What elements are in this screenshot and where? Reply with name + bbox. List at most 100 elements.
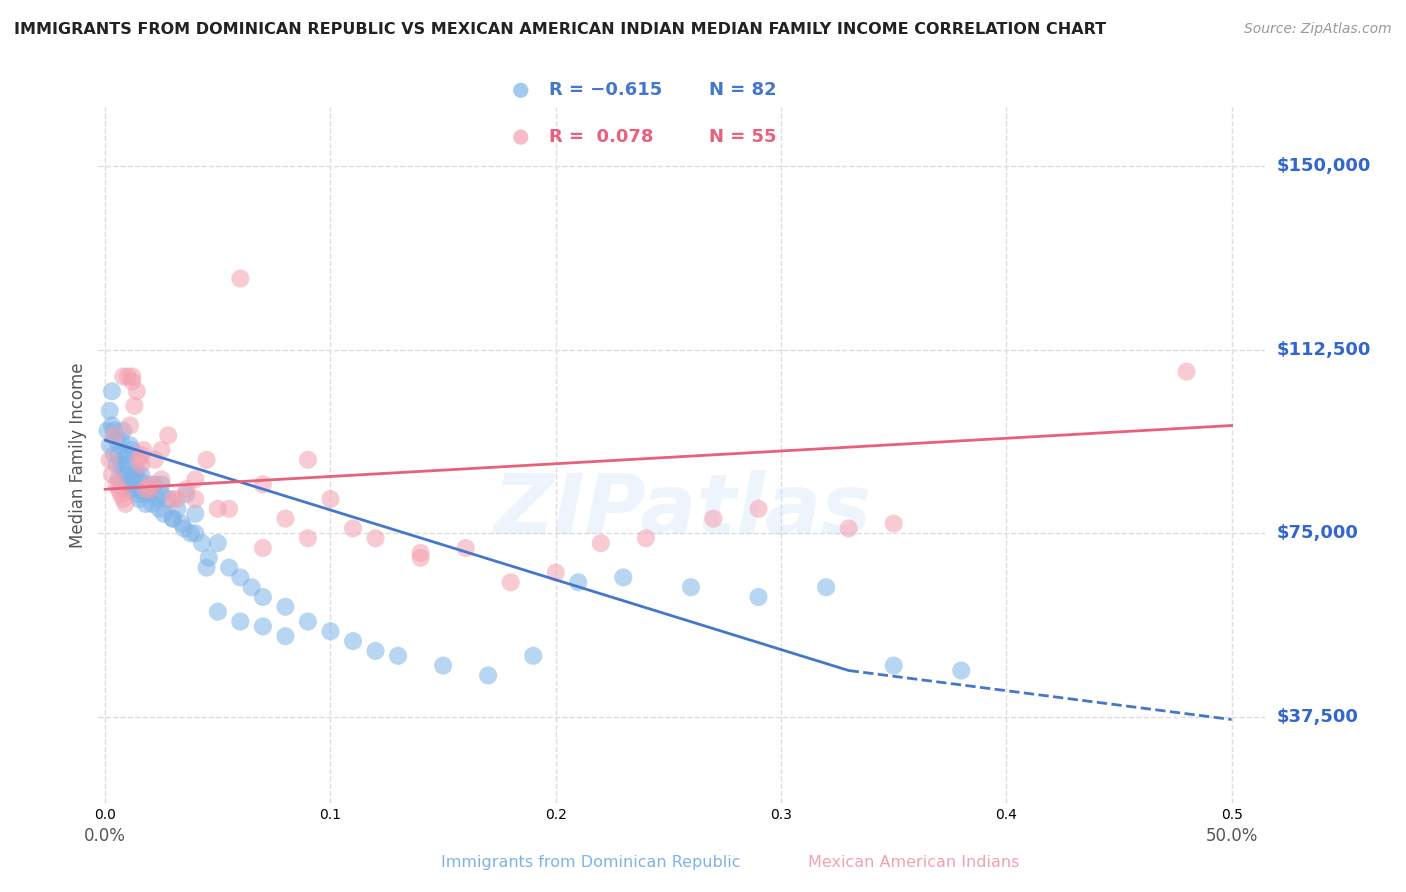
Point xyxy=(184,491,207,506)
Text: IMMIGRANTS FROM DOMINICAN REPUBLIC VS MEXICAN AMERICAN INDIAN MEDIAN FAMILY INCO: IMMIGRANTS FROM DOMINICAN REPUBLIC VS ME… xyxy=(14,22,1107,37)
Point xyxy=(180,526,202,541)
Point xyxy=(815,580,838,594)
Point xyxy=(297,615,319,629)
Point xyxy=(883,516,905,531)
Point xyxy=(522,648,544,663)
Point xyxy=(143,477,166,491)
Point xyxy=(146,491,169,506)
Text: 50.0%: 50.0% xyxy=(1205,827,1258,846)
Point xyxy=(135,482,157,496)
Point xyxy=(184,507,207,521)
Point xyxy=(387,648,409,663)
Point xyxy=(364,644,387,658)
Point xyxy=(110,434,132,448)
Point xyxy=(157,491,180,506)
Point xyxy=(98,452,121,467)
Point xyxy=(240,580,263,594)
Point xyxy=(297,531,319,545)
Point xyxy=(105,477,128,491)
Point xyxy=(184,526,207,541)
Point xyxy=(124,482,146,496)
Point xyxy=(454,541,477,555)
Point xyxy=(101,384,124,399)
Point xyxy=(129,467,152,482)
Point xyxy=(477,668,499,682)
Point xyxy=(198,550,221,565)
Point xyxy=(157,428,180,442)
Point xyxy=(342,521,364,535)
Point xyxy=(162,491,184,506)
Point xyxy=(141,497,163,511)
Point xyxy=(509,130,531,145)
Point xyxy=(170,516,193,531)
Point xyxy=(98,438,121,452)
Point xyxy=(118,438,141,452)
Point xyxy=(207,605,229,619)
Point xyxy=(105,458,128,472)
Point xyxy=(121,375,143,389)
Point xyxy=(162,511,184,525)
Point xyxy=(132,443,155,458)
Point xyxy=(195,452,218,467)
Point xyxy=(128,452,150,467)
Point xyxy=(883,658,905,673)
Point xyxy=(274,599,297,614)
Point xyxy=(544,566,567,580)
Text: 0.0%: 0.0% xyxy=(84,827,127,846)
Point xyxy=(129,482,152,496)
Text: R = −0.615: R = −0.615 xyxy=(548,81,662,99)
Point xyxy=(107,448,129,462)
Point xyxy=(105,434,128,448)
Point xyxy=(166,491,188,506)
Point xyxy=(174,487,197,501)
Point xyxy=(229,570,252,584)
Point xyxy=(173,521,195,535)
Point xyxy=(124,467,146,482)
Point xyxy=(117,369,139,384)
Point xyxy=(218,560,240,574)
Point xyxy=(121,472,143,486)
Point xyxy=(139,477,162,491)
Text: Immigrants from Dominican Republic: Immigrants from Dominican Republic xyxy=(440,855,741,870)
Point xyxy=(150,487,173,501)
Point xyxy=(747,590,769,604)
Point xyxy=(162,511,184,525)
Text: ZIPatlas: ZIPatlas xyxy=(494,470,870,551)
Point xyxy=(567,575,589,590)
Point xyxy=(150,443,173,458)
Point xyxy=(297,452,319,467)
Point xyxy=(112,424,135,438)
Point xyxy=(218,501,240,516)
Point xyxy=(129,448,152,462)
Y-axis label: Median Family Income: Median Family Income xyxy=(69,362,87,548)
Point xyxy=(112,369,135,384)
Point xyxy=(191,536,214,550)
Point xyxy=(166,501,188,516)
Point xyxy=(143,452,166,467)
Point xyxy=(114,467,136,482)
Text: $112,500: $112,500 xyxy=(1277,341,1371,359)
Point xyxy=(679,580,702,594)
Point xyxy=(148,501,170,516)
Point xyxy=(110,487,132,501)
Point xyxy=(152,507,174,521)
Point xyxy=(135,497,157,511)
Point xyxy=(139,487,162,501)
Point xyxy=(634,531,657,545)
Point xyxy=(207,501,229,516)
Text: N = 55: N = 55 xyxy=(710,128,778,146)
Point xyxy=(117,458,139,472)
Point xyxy=(101,418,124,433)
Point xyxy=(128,491,150,506)
Point xyxy=(136,482,159,496)
Point xyxy=(509,83,531,97)
Point xyxy=(432,658,454,673)
Point xyxy=(96,424,118,438)
Point xyxy=(125,487,148,501)
Text: $150,000: $150,000 xyxy=(1277,157,1371,175)
Point xyxy=(103,448,125,462)
Point xyxy=(950,664,973,678)
Point xyxy=(274,511,297,525)
Point xyxy=(132,487,155,501)
Point xyxy=(838,521,860,535)
